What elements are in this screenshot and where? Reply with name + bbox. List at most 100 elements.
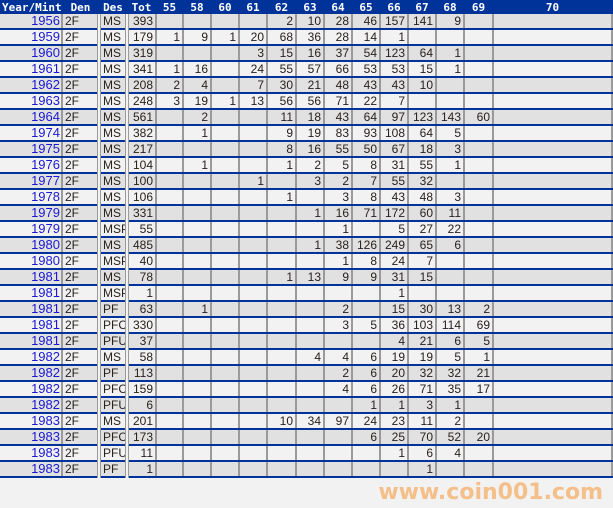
year-link[interactable]: 1963 (31, 93, 60, 108)
year-link[interactable]: 1982 (31, 365, 60, 380)
column-header-65[interactable]: 65 (352, 0, 381, 14)
column-header-64[interactable]: 64 (324, 0, 353, 14)
grade-cell-63 (296, 445, 325, 462)
year-link[interactable]: 1980 (31, 253, 60, 268)
year-link[interactable]: 1981 (31, 317, 60, 332)
tot-cell: 561 (127, 109, 157, 126)
year-link[interactable]: 1961 (31, 61, 60, 76)
grade-cell-65: 71 (352, 205, 381, 222)
grade-cell-63 (296, 189, 325, 206)
den-cell: 2F (62, 93, 101, 110)
grade-cell-61: 24 (239, 61, 268, 78)
grade-cell-64: 83 (324, 125, 353, 142)
column-header-year-mint[interactable]: Year/Mint (0, 0, 63, 14)
year-link[interactable]: 1981 (31, 301, 60, 316)
column-header-69[interactable]: 69 (464, 0, 494, 14)
des-cell: PF (99, 365, 129, 382)
year-link[interactable]: 1981 (31, 285, 60, 300)
column-header-61[interactable]: 61 (239, 0, 268, 14)
year-link[interactable]: 1981 (31, 269, 60, 284)
den-cell: 2F (62, 141, 101, 158)
grade-cell-64: 1 (324, 221, 353, 238)
grade-cell-60 (211, 413, 240, 430)
year-link[interactable]: 1979 (31, 205, 60, 220)
column-header-tot[interactable]: Tot (127, 0, 157, 14)
tot-cell: 55 (127, 221, 157, 238)
column-header-63[interactable]: 63 (296, 0, 325, 14)
des-cell: MS (99, 45, 129, 62)
column-header-des[interactable]: Des (99, 0, 128, 14)
grade-cell-69 (464, 173, 494, 190)
year-link[interactable]: 1980 (31, 237, 60, 252)
grade-cell-67: 55 (408, 157, 437, 174)
grade-cell-69 (464, 141, 494, 158)
year-link[interactable]: 1982 (31, 381, 60, 396)
grade-cell-61 (239, 397, 268, 414)
year-link[interactable]: 1960 (31, 45, 60, 60)
grade-cell-58 (183, 445, 212, 462)
year-link[interactable]: 1974 (31, 125, 60, 140)
grade-cell-64: 43 (324, 109, 353, 126)
column-header-67[interactable]: 67 (408, 0, 437, 14)
grade-cell-58 (183, 381, 212, 398)
grade-cell-68: 11 (436, 205, 465, 222)
grade-cell-58: 1 (183, 125, 212, 142)
grade-cell-63: 19 (296, 125, 325, 142)
grade-cell-55 (156, 445, 184, 462)
grade-cell-65: 9 (352, 269, 381, 286)
year-link[interactable]: 1983 (31, 413, 60, 428)
grade-cell-63: 57 (296, 61, 325, 78)
column-header-62[interactable]: 62 (267, 0, 297, 14)
grade-cell-55 (156, 221, 184, 238)
grade-cell-70 (493, 253, 613, 270)
grade-cell-62: 56 (267, 93, 297, 110)
grade-cell-64 (324, 397, 353, 414)
grade-cell-58 (183, 413, 212, 430)
tot-cell: 217 (127, 141, 157, 158)
grade-cell-60 (211, 349, 240, 366)
table-row: 1963 2F MS 248 3 19 1 13 56 56 71 22 7 (0, 93, 613, 110)
year-link[interactable]: 1964 (31, 109, 60, 124)
column-header-66[interactable]: 66 (380, 0, 409, 14)
column-header-60[interactable]: 60 (211, 0, 240, 14)
column-header-70[interactable]: 70 (493, 0, 613, 14)
grade-cell-55: 3 (156, 93, 184, 110)
year-link[interactable]: 1983 (31, 429, 60, 444)
year-link[interactable]: 1975 (31, 141, 60, 156)
column-header-55[interactable]: 55 (156, 0, 184, 14)
grade-cell-62 (267, 397, 297, 414)
year-link[interactable]: 1959 (31, 29, 60, 44)
year-link[interactable]: 1978 (31, 189, 60, 204)
grade-cell-61 (239, 157, 268, 174)
grade-cell-64: 3 (324, 189, 353, 206)
grade-cell-61 (239, 109, 268, 126)
column-header-den[interactable]: Den (62, 0, 100, 14)
grade-cell-64 (324, 445, 353, 462)
year-link[interactable]: 1977 (31, 173, 60, 188)
year-link[interactable]: 1962 (31, 77, 60, 92)
year-link[interactable]: 1976 (31, 157, 60, 172)
grade-cell-63: 2 (296, 157, 325, 174)
grade-cell-60 (211, 317, 240, 334)
grade-cell-62 (267, 317, 297, 334)
grade-cell-63 (296, 461, 325, 478)
year-link[interactable]: 1979 (31, 221, 60, 236)
column-header-68[interactable]: 68 (436, 0, 465, 14)
grade-cell-66: 31 (380, 269, 409, 286)
des-cell: PFU (99, 445, 129, 462)
grade-cell-65: 8 (352, 253, 381, 270)
year-link[interactable]: 1982 (31, 349, 60, 364)
grade-cell-65: 8 (352, 189, 381, 206)
year-link[interactable]: 1983 (31, 445, 60, 460)
grade-cell-63: 13 (296, 269, 325, 286)
grade-cell-61 (239, 285, 268, 302)
grade-cell-68: 114 (436, 317, 465, 334)
population-table: Year/Mint Den Des Tot 55 58 60 61 62 63 64 65 66 67 68… (0, 0, 613, 478)
year-link[interactable]: 1956 (31, 14, 60, 28)
grade-cell-66: 31 (380, 157, 409, 174)
year-link[interactable]: 1983 (31, 461, 60, 476)
tot-cell: 341 (127, 61, 157, 78)
year-link[interactable]: 1981 (31, 333, 60, 348)
column-header-58[interactable]: 58 (183, 0, 212, 14)
year-link[interactable]: 1982 (31, 397, 60, 412)
